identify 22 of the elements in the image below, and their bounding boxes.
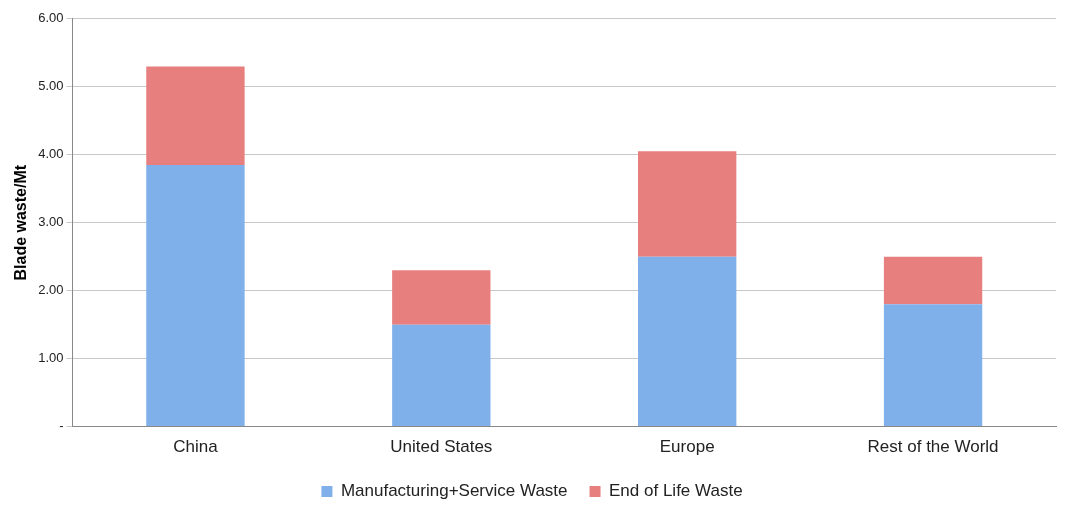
bar <box>146 66 245 165</box>
x-tick-label: Rest of the World <box>867 437 999 457</box>
y-tick-label: 2.00 <box>38 282 64 298</box>
x-tick-label: China <box>173 437 219 457</box>
y-tick-label: 1.00 <box>38 350 64 366</box>
bar <box>392 324 491 427</box>
bar <box>638 151 737 257</box>
y-axis-title: Blade waste/Mt <box>12 164 30 281</box>
bar <box>883 304 983 427</box>
bar <box>883 256 983 305</box>
bar <box>392 270 491 325</box>
bar <box>638 256 737 427</box>
y-tick-label: 5.00 <box>38 78 64 94</box>
x-tick-label: United States <box>390 437 493 457</box>
x-tick-label: Europe <box>659 437 715 457</box>
legend-label: Manufacturing+Service Waste <box>340 481 568 501</box>
y-tick-label: - <box>59 418 64 434</box>
y-tick-label: 3.00 <box>38 214 64 230</box>
y-tick-label: 6.00 <box>38 10 64 26</box>
bar <box>146 164 245 427</box>
legend-label: End of Life Waste <box>609 481 743 501</box>
y-tick-label: 4.00 <box>38 146 64 162</box>
